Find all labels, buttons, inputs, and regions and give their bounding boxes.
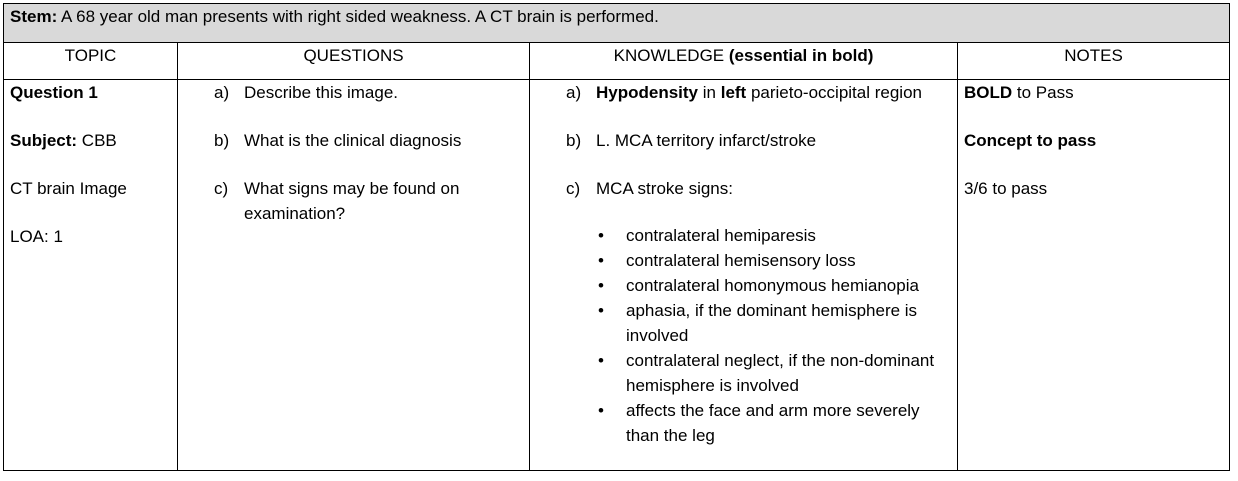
- header-knowledge-note: (essential in bold): [728, 46, 874, 65]
- question-item-c: c) What signs may be found on examinatio…: [186, 176, 523, 226]
- knowledge-a-mid: in: [698, 83, 721, 102]
- sign-text: contralateral homonymous hemianopia: [626, 276, 919, 295]
- bullet-icon: •: [598, 301, 604, 320]
- list-item: • contralateral neglect, if the non-domin…: [596, 348, 953, 398]
- knowledge-text: Hypodensity in left parieto-occipital re…: [596, 80, 953, 105]
- sign-text: contralateral hemisensory loss: [626, 251, 856, 270]
- bullet-icon: •: [598, 401, 604, 420]
- knowledge-item-c: c) MCA stroke signs:: [538, 176, 953, 201]
- question-text: What signs may be found on examination?: [244, 179, 460, 223]
- question-text: What is the clinical diagnosis: [244, 131, 462, 150]
- knowledge-letter: a): [566, 83, 582, 102]
- header-knowledge: KNOWLEDGE (essential in bold): [529, 42, 958, 80]
- question-letter: a): [214, 83, 230, 102]
- topic-question: Question 1: [10, 83, 98, 102]
- sign-text: contralateral neglect, if the non-domina…: [626, 351, 935, 395]
- topic-loa: LOA: 1: [10, 227, 63, 246]
- knowledge-item-a: a) Hypodensity in left parieto-occipital…: [538, 80, 953, 105]
- list-item: • contralateral hemiparesis: [596, 223, 953, 248]
- list-item: • affects the face and arm more severely …: [596, 398, 953, 448]
- stem-text: A 68 year old man presents with right si…: [57, 7, 659, 26]
- question-item-b: b) What is the clinical diagnosis: [186, 128, 523, 153]
- sign-text: affects the face and arm more severely t…: [626, 401, 920, 445]
- bullet-icon: •: [598, 276, 604, 295]
- knowledge-a-rest: parieto-occipital region: [746, 83, 922, 102]
- knowledge-item-b: b) L. MCA territory infarct/stroke: [538, 128, 953, 153]
- knowledge-text: L. MCA territory infarct/stroke: [596, 131, 817, 150]
- notes-score: 3/6 to pass: [964, 179, 1048, 198]
- header-questions: QUESTIONS: [177, 42, 530, 80]
- knowledge-letter: b): [566, 131, 582, 150]
- content-row: Question 1 Subject: CBB CT brain Image L…: [3, 79, 1231, 471]
- bullet-icon: •: [598, 226, 604, 245]
- header-row: TOPIC QUESTIONS KNOWLEDGE (essential in …: [3, 42, 1231, 80]
- stroke-signs-list: • contralateral hemiparesis • contralatera…: [530, 223, 953, 448]
- notes-bold-label: BOLD: [964, 83, 1013, 102]
- notes-bold-rest: to Pass: [1012, 83, 1074, 102]
- questions-cell: a) Describe this image. b) What is the c…: [177, 79, 530, 471]
- sign-text: contralateral hemiparesis: [626, 226, 816, 245]
- exam-question-table: Stem: A 68 year old man presents with ri…: [2, 3, 1231, 471]
- list-item: • contralateral homonymous hemianopia: [596, 273, 953, 298]
- topic-subject: Subject: CBB: [10, 128, 171, 153]
- question-item-a: a) Describe this image.: [186, 80, 523, 105]
- header-topic: TOPIC: [3, 42, 178, 80]
- topic-subject-value: CBB: [77, 131, 117, 150]
- bullet-icon: •: [598, 351, 604, 370]
- question-letter: c): [214, 179, 229, 198]
- bullet-icon: •: [598, 251, 604, 270]
- knowledge-a-bold1: Hypodensity: [596, 83, 699, 102]
- topic-subject-label: Subject:: [10, 131, 78, 150]
- header-notes: NOTES: [956, 42, 1231, 80]
- stem-cell: Stem: A 68 year old man presents with ri…: [2, 3, 1231, 43]
- notes-cell: BOLD to Pass Concept to pass 3/6 to pass: [956, 79, 1231, 471]
- notes-concept: Concept to pass: [964, 131, 1097, 150]
- list-item: • contralateral hemisensory loss: [596, 248, 953, 273]
- knowledge-letter: c): [566, 179, 581, 198]
- topic-image: CT brain Image: [10, 179, 127, 198]
- notes-bold-to-pass: BOLD to Pass: [964, 80, 1223, 105]
- stem-label: Stem:: [10, 7, 58, 26]
- question-letter: b): [214, 131, 230, 150]
- knowledge-text: MCA stroke signs:: [596, 179, 733, 198]
- list-item: • aphasia, if the dominant hemisphere is …: [596, 298, 953, 348]
- knowledge-cell: a) Hypodensity in left parieto-occipital…: [529, 79, 958, 471]
- knowledge-a-bold2: left: [720, 83, 747, 102]
- topic-cell: Question 1 Subject: CBB CT brain Image L…: [3, 79, 178, 471]
- question-text: Describe this image.: [244, 83, 399, 102]
- stem-row: Stem: A 68 year old man presents with ri…: [2, 3, 1231, 43]
- sign-text: aphasia, if the dominant hemisphere is i…: [626, 301, 918, 345]
- header-knowledge-label: KNOWLEDGE: [613, 46, 729, 65]
